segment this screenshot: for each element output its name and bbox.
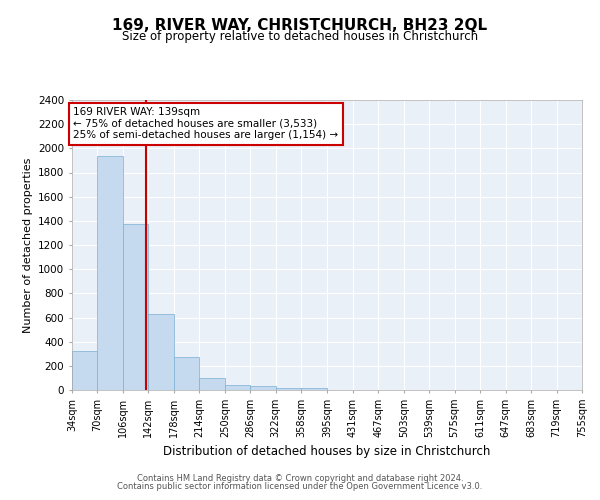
- Bar: [250, 386, 276, 390]
- Bar: [148, 314, 174, 390]
- Text: 169, RIVER WAY, CHRISTCHURCH, BH23 2QL: 169, RIVER WAY, CHRISTCHURCH, BH23 2QL: [112, 18, 488, 32]
- Y-axis label: Number of detached properties: Number of detached properties: [23, 158, 32, 332]
- Bar: [225, 384, 250, 390]
- X-axis label: Distribution of detached houses by size in Christchurch: Distribution of detached houses by size …: [163, 446, 491, 458]
- Bar: [199, 378, 225, 390]
- Text: Size of property relative to detached houses in Christchurch: Size of property relative to detached ho…: [122, 30, 478, 43]
- Text: Contains HM Land Registry data © Crown copyright and database right 2024.: Contains HM Land Registry data © Crown c…: [137, 474, 463, 483]
- Bar: [301, 388, 326, 390]
- Text: Contains public sector information licensed under the Open Government Licence v3: Contains public sector information licen…: [118, 482, 482, 491]
- Text: 169 RIVER WAY: 139sqm
← 75% of detached houses are smaller (3,533)
25% of semi-d: 169 RIVER WAY: 139sqm ← 75% of detached …: [73, 108, 338, 140]
- Bar: [276, 388, 301, 390]
- Bar: [97, 156, 123, 390]
- Bar: [123, 224, 148, 390]
- Bar: [72, 352, 97, 390]
- Bar: [174, 358, 199, 390]
